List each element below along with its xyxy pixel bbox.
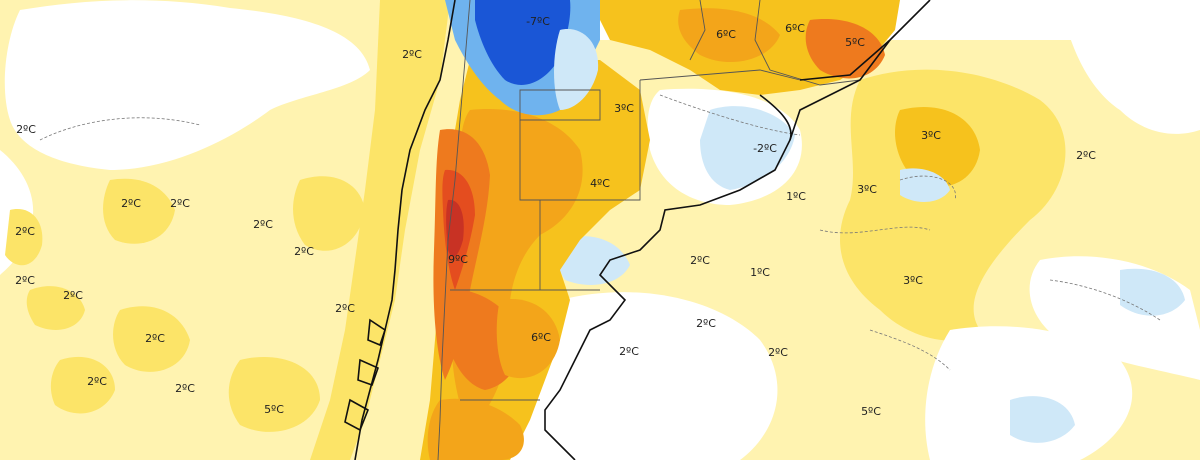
coast-atlantic xyxy=(544,39,891,460)
warm-light-blob-pac-1 xyxy=(103,178,175,244)
coast-islands-1 xyxy=(367,318,386,347)
cold-strong-core-nw xyxy=(475,0,571,85)
border-chile-argentina xyxy=(437,0,471,460)
coast-uruguay xyxy=(799,0,931,81)
temp-label: 3ºC xyxy=(614,102,634,115)
temp-label: 6ºC xyxy=(785,22,805,35)
temp-label: 6ºC xyxy=(531,331,551,344)
cold-atlantic-south xyxy=(556,236,630,285)
temp-label: 2ºC xyxy=(63,289,83,302)
temp-label: 2ºC xyxy=(15,274,35,287)
border-province-2 xyxy=(519,80,641,201)
temp-label: 1ºC xyxy=(750,266,770,279)
neutral-atlantic-far-south xyxy=(925,326,1133,460)
temp-label: -7ºC xyxy=(526,15,550,28)
contour-pacific-1 xyxy=(39,117,201,141)
admin-borders xyxy=(437,0,861,460)
warm-light-blob-pac-2 xyxy=(5,209,43,266)
temp-label: 5ºC xyxy=(264,403,284,416)
contour-lines xyxy=(39,94,1161,371)
cold-rio-plata xyxy=(700,106,795,190)
warm-light-blob-pac-4 xyxy=(113,306,190,372)
temp-label: 2ºC xyxy=(16,123,36,136)
neutral-atlantic-south xyxy=(560,292,778,460)
warm-light-blob-pac-3 xyxy=(26,286,85,330)
temp-label: 2ºC xyxy=(696,317,716,330)
warm-light-blob-pac-7 xyxy=(50,356,115,414)
border-ne-2 xyxy=(689,0,706,61)
temp-label: 4ºC xyxy=(590,177,610,190)
hottest-core-andes xyxy=(446,199,464,257)
neutral-pacific-north xyxy=(4,0,371,170)
temp-label: 6ºC xyxy=(716,28,736,41)
temp-label: 2ºC xyxy=(175,382,195,395)
border-ne-1 xyxy=(754,0,861,86)
contour-atlantic-2 xyxy=(819,226,931,234)
warm-strip-coast xyxy=(310,0,450,460)
warm-south-region xyxy=(427,398,524,460)
temp-label: 2ºC xyxy=(170,197,190,210)
temp-label: 2ºC xyxy=(690,254,710,267)
warm-light-blob-pac-5 xyxy=(228,356,320,432)
coastlines xyxy=(344,0,931,460)
temp-label: 2ºC xyxy=(145,332,165,345)
temp-label: 2ºC xyxy=(1076,149,1096,162)
temp-label: 2ºC xyxy=(619,345,639,358)
warm-mid-patagonia-east xyxy=(496,299,560,379)
coast-islands-2 xyxy=(357,358,380,387)
temp-label: 2ºC xyxy=(402,48,422,61)
border-paraguay xyxy=(639,69,801,81)
hot-region-ne xyxy=(805,19,885,79)
cold-atlantic-se xyxy=(1010,396,1075,443)
temp-label: 2ºC xyxy=(15,225,35,238)
cold-atlantic-fareast xyxy=(1120,268,1185,316)
contour-atlantic-4 xyxy=(869,329,951,371)
temp-label: 2ºC xyxy=(121,197,141,210)
temp-label: 2ºC xyxy=(87,375,107,388)
temp-label: 3ºC xyxy=(903,274,923,287)
temp-label: -2ºC xyxy=(753,142,777,155)
temp-label: 2ºC xyxy=(294,245,314,258)
border-province-1 xyxy=(519,89,601,121)
temp-label: 5ºC xyxy=(845,36,865,49)
warm-atlantic-east-core xyxy=(895,106,980,187)
warm-light-blob-pac-6 xyxy=(293,176,365,251)
temp-label: 3ºC xyxy=(857,183,877,196)
temp-label: 5ºC xyxy=(861,405,881,418)
neutral-atlantic-far-east xyxy=(1060,0,1200,134)
coast-islands-3 xyxy=(344,398,370,432)
coast-rio-plata xyxy=(759,94,792,141)
contour-atlantic-5 xyxy=(1049,279,1161,321)
temp-label: 2ºC xyxy=(253,218,273,231)
temp-label: 2ºC xyxy=(768,346,788,359)
temp-label: 2ºC xyxy=(335,302,355,315)
temp-label: 9ºC xyxy=(448,253,468,266)
contour-atlantic-3 xyxy=(899,175,956,201)
contour-atlantic-1 xyxy=(659,94,801,136)
temp-label: 1ºC xyxy=(786,190,806,203)
temp-label: 3ºC xyxy=(921,129,941,142)
